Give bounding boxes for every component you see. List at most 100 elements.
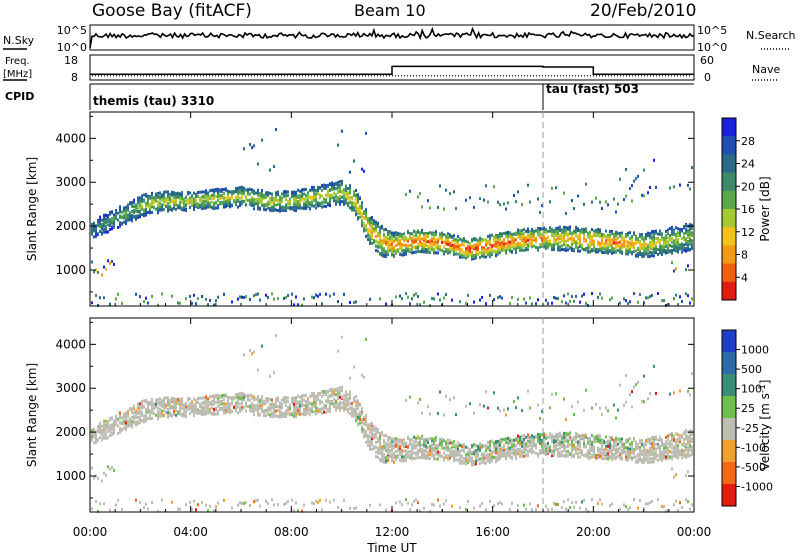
power-cell — [251, 146, 253, 150]
power-cell — [575, 227, 577, 231]
power-cell — [271, 192, 273, 196]
velocity-cell — [171, 414, 173, 418]
power-cell — [371, 241, 373, 245]
power-cell — [525, 239, 527, 243]
velocity-cell — [217, 395, 219, 399]
power-cell — [643, 252, 645, 256]
power-cell — [387, 248, 389, 252]
power-cell — [377, 240, 379, 244]
velocity-cell — [147, 507, 149, 511]
power-cell — [155, 199, 157, 203]
power-cell — [99, 230, 101, 233]
velocity-cell — [361, 412, 363, 416]
power-cell — [405, 238, 407, 242]
power-cell — [407, 239, 409, 243]
power-cell — [439, 244, 441, 248]
power-cell — [127, 205, 129, 209]
velocity-cell — [293, 408, 295, 412]
velocity-cell — [133, 407, 135, 410]
power-cell — [407, 244, 409, 248]
power-cell — [231, 190, 233, 194]
power-cell — [337, 198, 339, 202]
power-cell — [437, 251, 439, 255]
power-cell — [457, 245, 459, 248]
power-cell — [641, 237, 643, 241]
power-cell — [525, 248, 527, 252]
power-scatter-cells — [91, 128, 693, 307]
power-cell — [515, 244, 517, 248]
power-cell — [251, 204, 253, 207]
velocity-cell — [369, 427, 371, 431]
power-cell — [311, 295, 313, 299]
velocity-cell — [371, 442, 373, 445]
power-cell — [629, 231, 631, 235]
power-cell — [145, 192, 147, 196]
power-cell — [273, 207, 275, 211]
velocity-cell — [267, 412, 269, 416]
velocity-cell — [345, 407, 347, 411]
power-cell — [531, 238, 533, 242]
power-cell — [559, 247, 561, 251]
power-cell — [361, 204, 363, 208]
power-cell — [343, 188, 345, 192]
power-cell — [285, 206, 287, 210]
power-cell — [485, 241, 487, 245]
power-cell — [353, 301, 355, 304]
power-cell — [477, 241, 479, 245]
power-cell — [439, 298, 441, 302]
velocity-cell — [215, 412, 217, 416]
power-cell — [141, 204, 143, 208]
power-cell — [491, 249, 493, 253]
power-cell — [527, 243, 529, 247]
velocity-cell — [277, 503, 279, 506]
power-cell — [527, 244, 529, 248]
power-cell — [467, 293, 469, 297]
power-cell — [503, 242, 505, 246]
power-cell — [337, 191, 339, 195]
velocity-cell — [291, 413, 293, 417]
power-cell — [101, 223, 103, 226]
power-cell — [133, 201, 135, 204]
power-cell — [237, 189, 239, 193]
power-cell — [393, 246, 395, 250]
power-cell — [241, 187, 243, 191]
velocity-cell — [307, 399, 309, 403]
velocity-cell — [347, 407, 349, 411]
velocity-cell — [147, 403, 149, 407]
velocity-cell — [225, 408, 227, 412]
power-cell — [615, 234, 617, 238]
power-cell — [499, 203, 501, 207]
power-cell — [327, 192, 329, 196]
power-cell — [257, 162, 259, 166]
velocity-cell — [313, 502, 315, 506]
velocity-cell — [319, 409, 321, 413]
power-cell — [491, 244, 493, 248]
power-cell — [449, 233, 451, 237]
velocity-cell — [231, 402, 233, 405]
power-cell — [215, 200, 217, 204]
velocity-cell — [113, 468, 115, 472]
velocity-cell — [263, 401, 265, 405]
power-cell — [593, 239, 595, 243]
velocity-cell — [239, 410, 241, 413]
power-cell — [291, 207, 293, 211]
power-cell — [599, 292, 601, 296]
power-cell — [509, 246, 511, 250]
power-cell — [163, 196, 165, 200]
power-cell — [209, 196, 211, 200]
power-cell — [179, 200, 181, 204]
velocity-cell — [329, 394, 331, 398]
power-cell — [113, 225, 115, 229]
power-cell — [593, 245, 595, 249]
power-cell — [255, 191, 257, 195]
velocity-cell — [193, 406, 195, 410]
power-cell — [301, 195, 303, 199]
power-cell — [149, 208, 151, 212]
power-cell — [555, 241, 557, 245]
power-cell — [395, 237, 397, 241]
power-cell — [599, 200, 601, 204]
velocity-cell — [327, 389, 329, 393]
velocity-cell — [141, 413, 143, 417]
power-cell — [405, 252, 407, 256]
power-cell — [195, 203, 197, 207]
